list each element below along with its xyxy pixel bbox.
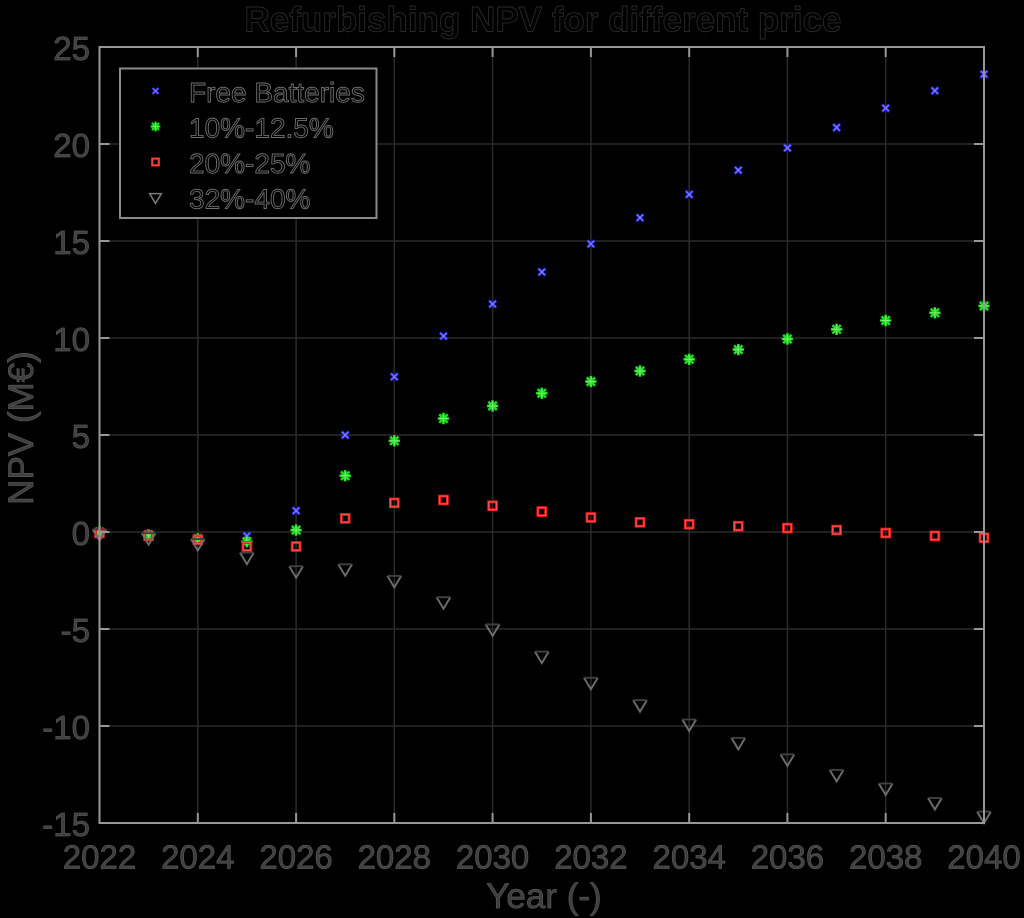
svg-text:Free Batteries: Free Batteries <box>189 77 365 108</box>
svg-text:25: 25 <box>53 30 90 67</box>
svg-text:0: 0 <box>72 515 90 552</box>
svg-text:32%-40%: 32%-40% <box>189 184 310 215</box>
svg-text:10: 10 <box>53 321 90 358</box>
svg-text:2030: 2030 <box>456 839 529 876</box>
svg-text:2028: 2028 <box>358 839 431 876</box>
svg-text:20: 20 <box>53 127 90 164</box>
svg-text:Refurbishing NPV for different: Refurbishing NPV for different price <box>245 1 842 40</box>
svg-text:2034: 2034 <box>652 839 725 876</box>
svg-text:NPV (M€): NPV (M€) <box>2 351 41 505</box>
svg-text:2036: 2036 <box>751 839 824 876</box>
svg-text:15: 15 <box>53 224 90 261</box>
svg-text:2032: 2032 <box>554 839 627 876</box>
svg-text:5: 5 <box>72 418 90 455</box>
svg-text:20%-25%: 20%-25% <box>189 148 310 179</box>
svg-text:-10: -10 <box>42 709 90 746</box>
svg-text:Year (-): Year (-) <box>486 877 601 916</box>
svg-text:2040: 2040 <box>947 839 1020 876</box>
svg-text:2026: 2026 <box>259 839 332 876</box>
svg-text:-15: -15 <box>42 806 90 843</box>
svg-text:2024: 2024 <box>161 839 234 876</box>
svg-text:10%-12.5%: 10%-12.5% <box>189 113 334 144</box>
svg-text:2022: 2022 <box>63 839 136 876</box>
svg-text:-5: -5 <box>61 612 90 649</box>
svg-text:2038: 2038 <box>849 839 922 876</box>
